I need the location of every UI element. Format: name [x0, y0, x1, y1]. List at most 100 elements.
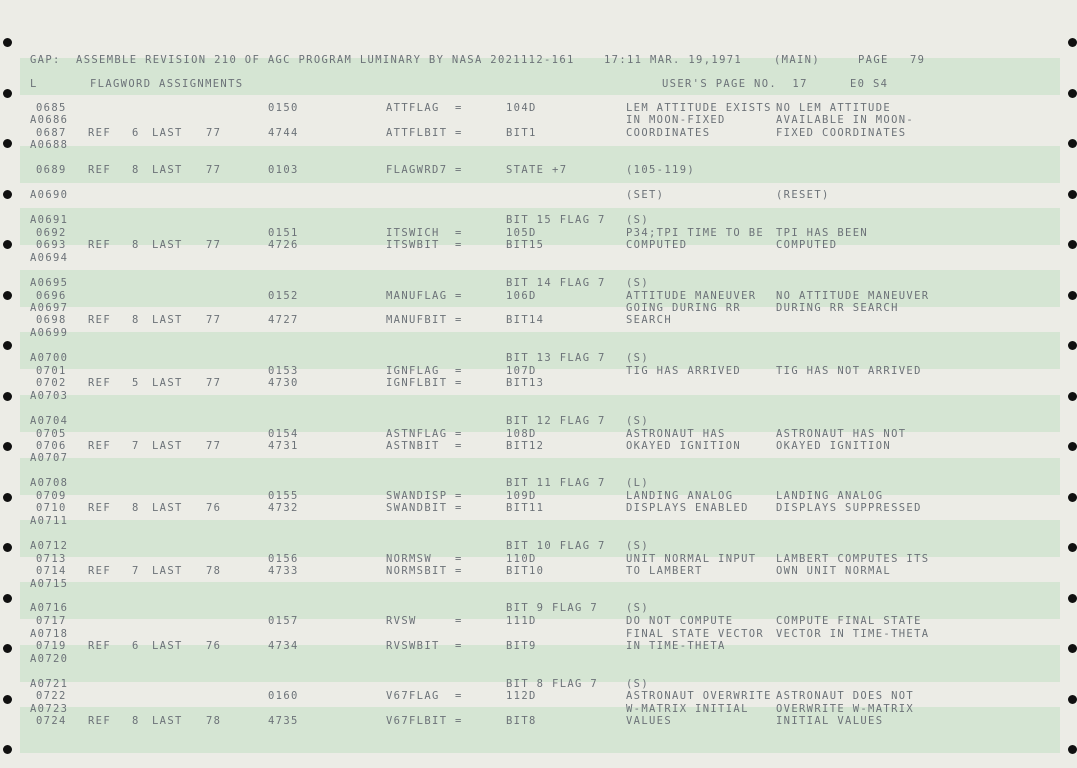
last-number: 77	[206, 239, 222, 251]
set-description: IN MOON-FIXED	[626, 114, 726, 126]
line-number: 0692	[36, 227, 67, 239]
symbol-definition: NORMSBIT =	[386, 565, 463, 577]
ref-label: REF	[88, 440, 112, 452]
line-number: 0714	[36, 565, 67, 577]
set-description: VALUES	[626, 715, 673, 727]
address: 4735	[268, 715, 299, 727]
header-page-label: PAGE	[858, 54, 889, 66]
reset-description: COMPUTE FINAL STATE	[776, 615, 922, 627]
symbol-definition: FLAGWRD7 =	[386, 164, 463, 176]
feed-hole	[1068, 139, 1077, 148]
feed-hole	[1068, 644, 1077, 653]
line-number: 0719	[36, 640, 67, 652]
address: 4732	[268, 502, 299, 514]
line-number: 0724	[36, 715, 67, 727]
reset-description: FIXED COORDINATES	[776, 127, 907, 139]
ref-number: 7	[132, 565, 140, 577]
line-number: 0722	[36, 690, 67, 702]
last-label: LAST	[152, 565, 183, 577]
reset-description: OKAYED IGNITION	[776, 440, 892, 452]
set-description: (L)	[626, 477, 650, 489]
last-number: 76	[206, 502, 222, 514]
ref-label: REF	[88, 640, 112, 652]
address: 0156	[268, 553, 299, 565]
green-band	[20, 458, 1060, 495]
address: 0153	[268, 365, 299, 377]
feed-hole	[3, 88, 12, 98]
symbol-definition: IGNFLAG =	[386, 365, 463, 377]
feed-hole	[1068, 593, 1077, 603]
ref-number: 6	[132, 640, 140, 652]
feed-hole	[1068, 38, 1077, 47]
ref-number: 8	[132, 239, 140, 251]
section-title: FLAGWORD ASSIGNMENTS	[90, 78, 244, 90]
line-number: A0715	[30, 578, 69, 590]
feed-hole	[3, 240, 12, 249]
reset-description: AVAILABLE IN MOON-	[776, 114, 915, 126]
last-label: LAST	[152, 377, 183, 389]
value: 108D	[506, 428, 537, 440]
line-number: A0723	[30, 703, 69, 715]
feed-hole	[3, 38, 12, 47]
feed-hole	[1068, 543, 1077, 552]
line-number: 0689	[36, 164, 67, 176]
green-band	[20, 332, 1060, 369]
symbol-definition: MANUFLAG =	[386, 290, 463, 302]
symbol-definition: SWANDBIT =	[386, 502, 463, 514]
last-number: 77	[206, 127, 222, 139]
set-description: OKAYED IGNITION	[626, 440, 742, 452]
last-label: LAST	[152, 239, 183, 251]
line-number: 0696	[36, 290, 67, 302]
address: 4726	[268, 239, 299, 251]
value: BIT 11 FLAG 7	[506, 477, 606, 489]
set-description: SEARCH	[626, 314, 673, 326]
set-description: ATTITUDE MANEUVER	[626, 290, 757, 302]
set-description: ASTRONAUT HAS	[626, 428, 726, 440]
value: 106D	[506, 290, 537, 302]
line-number: 0687	[36, 127, 67, 139]
line-number: A0720	[30, 653, 69, 665]
set-description: P34;TPI TIME TO BE	[626, 227, 765, 239]
symbol-definition: NORMSW =	[386, 553, 463, 565]
last-number: 77	[206, 164, 222, 176]
ref-number: 8	[132, 502, 140, 514]
symbol-definition: V67FLAG =	[386, 690, 463, 702]
symbol-definition: MANUFBIT =	[386, 314, 463, 326]
ref-label: REF	[88, 314, 112, 326]
value: STATE +7	[506, 164, 568, 176]
green-band	[20, 707, 1060, 753]
last-label: LAST	[152, 640, 183, 652]
green-band	[20, 270, 1060, 307]
address: 4733	[268, 565, 299, 577]
feed-hole	[1068, 240, 1077, 249]
set-description: W-MATRIX INITIAL	[626, 703, 749, 715]
header-main: (MAIN)	[774, 54, 821, 66]
line-number: A0716	[30, 602, 69, 614]
line-number: A0694	[30, 252, 69, 264]
line-number: A0700	[30, 352, 69, 364]
feed-hole	[3, 391, 12, 401]
green-band	[20, 582, 1060, 619]
ref-label: REF	[88, 502, 112, 514]
value: 105D	[506, 227, 537, 239]
symbol-definition: ATTFLAG =	[386, 102, 463, 114]
reset-description: COMPUTED	[776, 239, 838, 251]
address: 4730	[268, 377, 299, 389]
symbol-definition: ITSWICH =	[386, 227, 463, 239]
set-description: COORDINATES	[626, 127, 711, 139]
reset-description: TPI HAS BEEN	[776, 227, 869, 239]
value: 111D	[506, 615, 537, 627]
set-description: TO LAMBERT	[626, 565, 703, 577]
last-number: 78	[206, 715, 222, 727]
last-label: LAST	[152, 164, 183, 176]
address: 4731	[268, 440, 299, 452]
header-l: L	[30, 78, 38, 90]
last-label: LAST	[152, 314, 183, 326]
set-description: DO NOT COMPUTE	[626, 615, 734, 627]
header-page-number: 79	[910, 54, 926, 66]
reset-description: VECTOR IN TIME-THETA	[776, 628, 930, 640]
address: 0152	[268, 290, 299, 302]
value: BIT13	[506, 377, 545, 389]
value: BIT 10 FLAG 7	[506, 540, 606, 552]
